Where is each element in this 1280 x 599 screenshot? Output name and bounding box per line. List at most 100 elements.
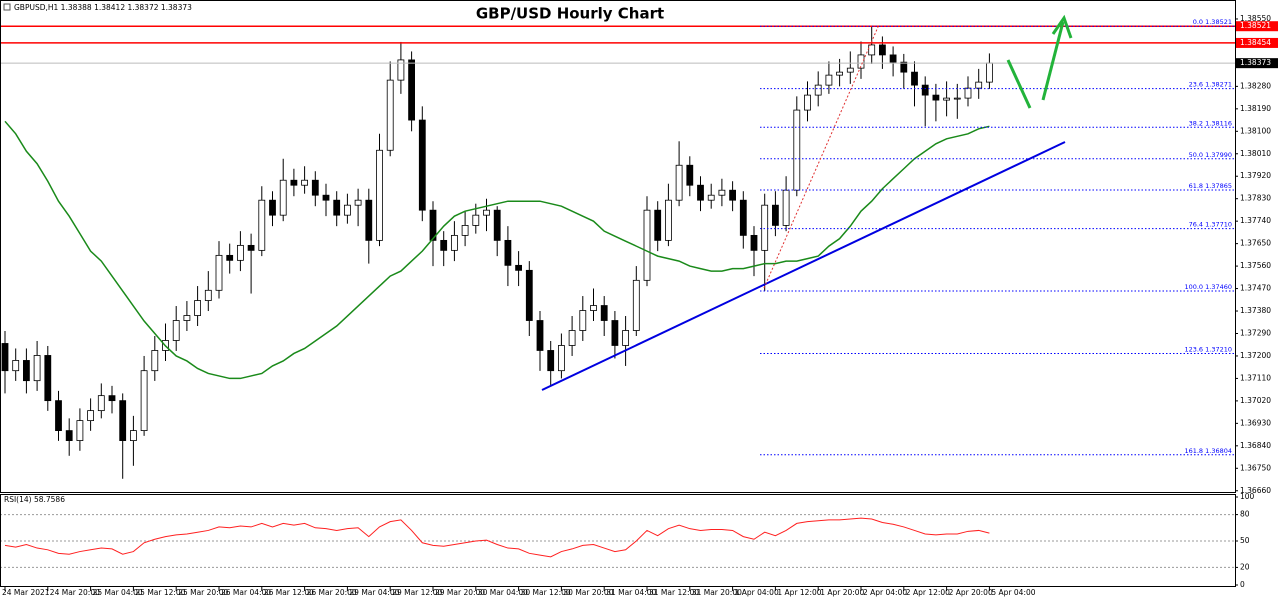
last-price-label: 1.38373 [1240,58,1271,67]
candle-body [461,225,469,236]
candle-body [536,320,544,351]
symbol-icon [3,3,11,11]
candle-body [386,79,394,151]
y-tick-label: 1.37020 [1240,396,1271,405]
y-tick-label: 1.38190 [1240,104,1271,113]
candle-body [301,179,309,186]
candle-body [215,254,223,291]
y-tick-label: 1.38100 [1240,126,1271,135]
x-tick-label: 31 Mar 20:00 [692,588,742,597]
candle-body [397,59,405,81]
candle-body [333,199,341,216]
x-tick-label: 30 Mar 20:00 [563,588,613,597]
y-tick-label: 1.37110 [1240,373,1271,382]
candle-body [761,204,769,251]
y-tick-label: 100 [1240,492,1255,501]
candle-body [279,179,287,216]
candle-body [547,350,555,372]
candle-body [108,395,116,402]
fib-label: 76.4 1.37710 [1189,221,1232,229]
x-tick-label: 30 Mar 12:00 [521,588,571,597]
arrow-head [1051,14,1073,39]
candle-body [236,244,244,261]
candle-body [87,410,94,422]
candle-body [986,62,993,83]
candle-body [258,199,266,251]
x-tick-label: 24 Mar 2021 [2,588,50,597]
x-tick-label: 26 Mar 20:00 [307,588,357,597]
y-tick-label: 1.37650 [1240,239,1271,248]
candle-body [846,67,854,73]
candle-body [22,360,30,382]
y-tick-label: 1.37920 [1240,171,1271,180]
candle-body [44,355,52,402]
candle-body [504,239,512,266]
y-tick-label: 1.36750 [1240,463,1271,472]
candle-body [1,343,9,372]
x-tick-label: 1 Apr 04:00 [735,588,779,597]
candle-body [343,204,351,216]
y-tick-label: 1.37830 [1240,194,1271,203]
y-tick-label: 1.36930 [1240,418,1271,427]
candle-body [868,44,876,56]
y-tick-label: 80 [1240,510,1250,519]
candle-body [697,184,704,201]
candle-body [450,234,458,251]
candle-body [836,71,843,76]
candle-body [707,194,715,201]
candle-body [943,97,950,101]
candle-body [825,74,833,86]
candle-body [76,420,84,441]
candle-body [568,330,576,346]
candle-body [472,214,480,226]
x-tick-label: 1 Apr 12:00 [777,588,821,597]
candle-body [975,81,983,89]
price-box [1236,21,1278,32]
candle-body [119,400,127,441]
rsi-line [4,517,990,558]
candle-body [55,400,62,431]
x-tick-label: 5 Apr 04:00 [991,588,1035,597]
candle-body [194,300,202,316]
x-tick-label: 25 Mar 20:00 [178,588,228,597]
x-tick-label: 26 Mar 04:00 [221,588,271,597]
x-tick-label: 30 Mar 04:00 [478,588,528,597]
candle-body [889,54,897,63]
x-tick-label: 29 Mar 12:00 [392,588,442,597]
candle-body [782,189,790,226]
arrow-up [1041,21,1065,101]
x-tick-label: 1 Apr 20:00 [820,588,864,597]
candle-body [290,179,298,186]
candle-body [900,61,908,73]
candle-body [365,199,373,241]
candle-body [793,109,801,191]
candle-body [857,54,865,69]
candle-body [804,94,811,111]
candle-body [921,84,929,96]
candle-body [269,199,276,216]
candle-body [879,44,886,56]
candle-body [65,430,73,441]
fib-label: 123.6 1.37210 [1184,345,1232,353]
x-tick-label: 2 Apr 12:00 [906,588,950,597]
fib-label: 50.0 1.37990 [1189,151,1232,159]
y-tick-label: 50 [1240,536,1250,545]
candle-body [429,209,437,241]
candle-body [590,305,597,311]
candle-body [718,189,726,196]
chart-subtitle: GBPUSD,H1 1.38388 1.38412 1.38372 1.3837… [14,3,192,12]
candle-body [515,264,522,271]
candle-body [440,239,448,251]
candle-body [558,345,565,372]
candle-body [675,164,683,201]
candle-body [226,254,234,261]
x-tick-label: 31 Mar 04:00 [606,588,656,597]
candle-body [97,395,105,412]
last-price-box [1236,58,1278,69]
y-tick-label: 20 [1240,562,1250,571]
candle-body [418,119,426,211]
fib-label: 0.0 1.38521 [1193,18,1232,26]
